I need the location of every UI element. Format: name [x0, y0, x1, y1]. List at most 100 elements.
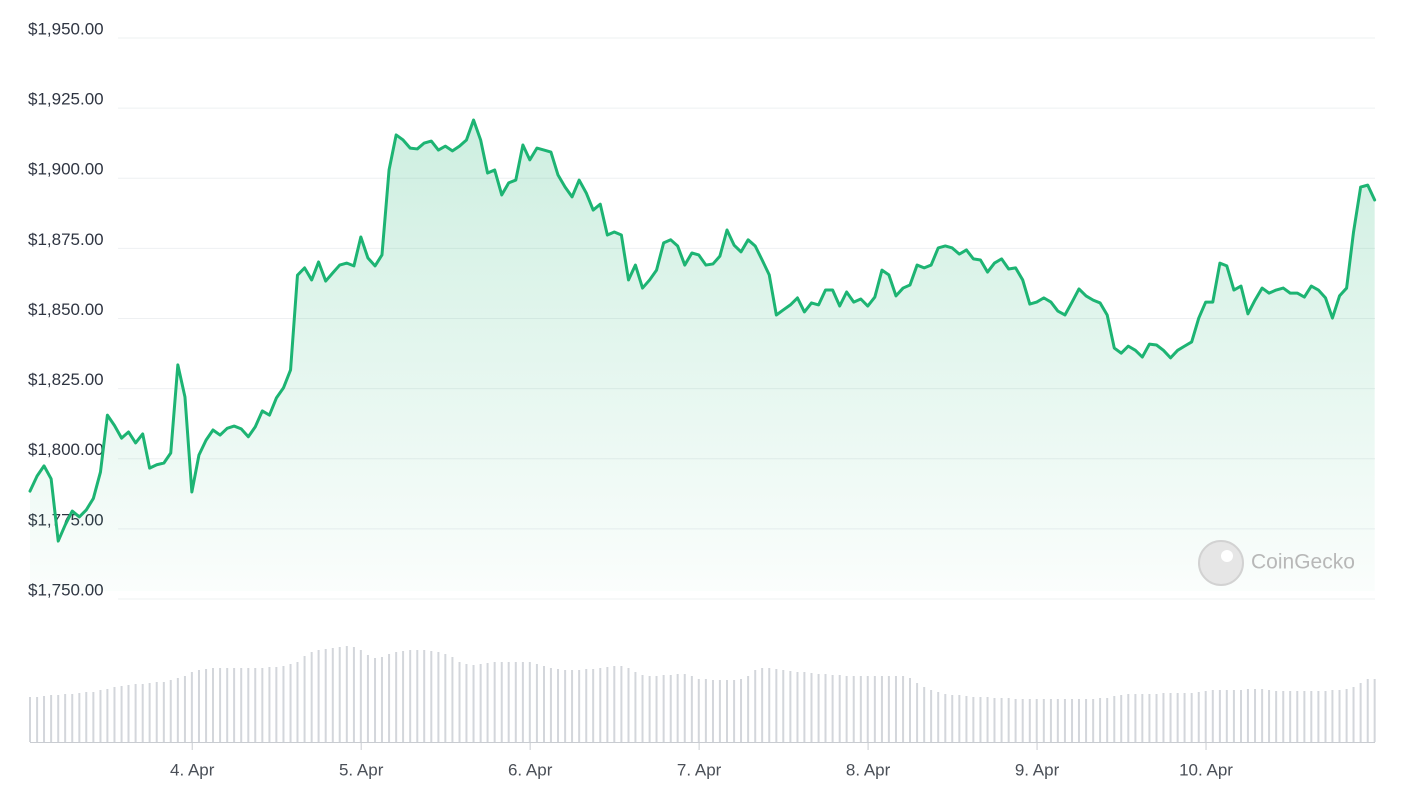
watermark: CoinGecko [1198, 540, 1355, 586]
volume-bar [1113, 696, 1116, 742]
volume-bar [655, 676, 658, 742]
volume-bar [1275, 691, 1278, 742]
volume-bar [634, 672, 637, 742]
volume-bar [120, 686, 123, 742]
volume-bar [493, 662, 496, 742]
volume-bar [543, 666, 546, 742]
volume-bar [1000, 698, 1003, 742]
volume-bar [873, 676, 876, 742]
volume-bar [1197, 692, 1200, 742]
volume-bar [613, 666, 616, 742]
volume-bar [352, 647, 355, 742]
price-line [28, 118, 1377, 543]
volume-bar [521, 662, 524, 742]
volume-bar [507, 662, 510, 742]
volume-bar [711, 680, 714, 742]
volume-bar [85, 692, 88, 742]
volume-bar [183, 676, 186, 742]
volume-bar [880, 676, 883, 742]
volume-bar [465, 664, 468, 742]
volume-bar [894, 676, 897, 742]
volume-bar [1204, 691, 1207, 742]
volume-bar [951, 695, 954, 742]
volume-bar [944, 694, 947, 742]
volume-bar [937, 692, 940, 742]
volume-bar [176, 678, 179, 742]
volume-bar [1035, 699, 1038, 742]
y-tick-label: $1,875.00 [28, 230, 104, 249]
volume-bar [331, 648, 334, 742]
volume-bar [1042, 699, 1045, 742]
volume-bar [958, 695, 961, 742]
volume-bar [303, 656, 306, 742]
volume-bar [887, 676, 890, 742]
watermark-logo-eye [1221, 550, 1233, 562]
volume-bar [486, 663, 489, 742]
volume-bar [852, 676, 855, 742]
volume-bar [803, 672, 806, 742]
volume-bar [268, 667, 271, 742]
volume-bar [789, 671, 792, 742]
volume-bar [1028, 699, 1031, 742]
volume-bar [1261, 689, 1264, 742]
volume-bar [930, 690, 933, 742]
volume-bar [1246, 689, 1249, 742]
volume-bar [606, 667, 609, 742]
volume-bar [1317, 691, 1320, 742]
volume-bar [1324, 691, 1327, 742]
volume-bar [437, 652, 440, 742]
y-tick-label: $1,800.00 [28, 440, 104, 459]
volume-bar [1162, 693, 1165, 742]
volume-bar [1014, 699, 1017, 742]
volume-bar [1183, 693, 1186, 742]
volume-bar [908, 678, 911, 742]
volume-bar [1077, 699, 1080, 742]
y-tick-label: $1,950.00 [28, 19, 104, 38]
volume-bar [197, 670, 200, 742]
volume-bar [92, 692, 95, 742]
volume-bar [627, 668, 630, 742]
volume-bar [148, 683, 151, 742]
volume-bar [782, 670, 785, 742]
volume-bar [648, 676, 651, 742]
volume-bar [254, 668, 257, 742]
volume-bar [662, 675, 665, 742]
volume-bar [549, 668, 552, 742]
volume-bar [704, 679, 707, 742]
volume-bar [923, 687, 926, 742]
volume-bar [564, 670, 567, 742]
volume-bar [317, 650, 320, 742]
volume-bar [578, 670, 581, 742]
watermark-text: CoinGecko [1251, 551, 1355, 574]
volume-bar [169, 680, 172, 742]
volume-bar [1099, 698, 1102, 742]
volume-bar [338, 647, 341, 742]
volume-bar [965, 696, 968, 742]
volume-bar [620, 666, 623, 742]
volume-bar [282, 666, 285, 742]
volume-bar [831, 675, 834, 742]
volume-bar [592, 669, 595, 742]
volume-bar [155, 682, 158, 742]
volume-bar [817, 674, 820, 742]
volume-bar [359, 650, 362, 742]
volume-bar [585, 669, 588, 742]
volume-bar [1049, 699, 1052, 742]
volume-bar [993, 698, 996, 742]
volume-bar [423, 650, 426, 742]
volume-bar [310, 652, 313, 742]
volume-bar [380, 657, 383, 742]
volume-bar [845, 676, 848, 742]
volume-bar [683, 674, 686, 742]
volume-bar [1134, 694, 1137, 742]
volume-bar [1331, 690, 1334, 742]
volume-bar [1120, 695, 1123, 742]
volume-bar [50, 695, 53, 742]
volume-bar [979, 697, 982, 742]
volume-bar [690, 676, 693, 742]
volume-bar [754, 670, 757, 742]
volume-bar [1218, 690, 1221, 742]
x-tick-label: 5. Apr [339, 760, 384, 779]
volume-bar [57, 695, 60, 742]
volume-bar [402, 651, 405, 742]
